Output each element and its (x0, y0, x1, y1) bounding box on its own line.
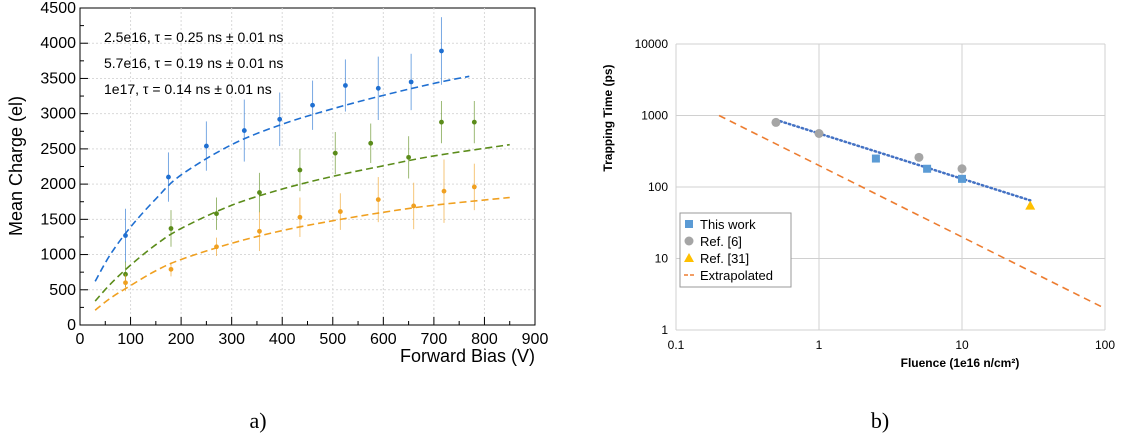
data-point-square (685, 220, 693, 228)
tick-label-y: 2000 (40, 176, 76, 193)
tick-label-x: 900 (522, 331, 549, 348)
data-point-circle (957, 164, 967, 174)
fit-curve (94, 75, 470, 282)
grid-a (80, 8, 535, 325)
data-point-triangle (1025, 200, 1036, 210)
x-axis-label-a: Forward Bias (V) (400, 346, 535, 366)
tick-label-y: 0 (67, 317, 76, 334)
tick-label-y: 1000 (641, 109, 668, 123)
fit-curve (94, 143, 510, 302)
data-point-circle (814, 129, 824, 139)
tick-label-y: 10000 (635, 37, 669, 51)
data-point (406, 154, 412, 160)
data-point (310, 102, 315, 108)
data-point (123, 233, 128, 238)
data-point-circle (914, 152, 924, 162)
fit-curve (94, 196, 510, 311)
data-points-a (123, 17, 477, 292)
tick-label-y: 1500 (40, 211, 76, 228)
data-point (166, 174, 171, 180)
tick-label-y: 4500 (40, 0, 76, 17)
data-point (168, 266, 174, 272)
data-point (439, 48, 444, 54)
data-point (241, 128, 247, 133)
legend-entry: Extrapolated (700, 268, 773, 283)
data-point (257, 190, 262, 195)
data-point (471, 184, 477, 190)
data-point (168, 226, 174, 231)
data-point-circle (684, 236, 694, 246)
tick-label-y: 10 (655, 252, 669, 266)
data-point (408, 79, 414, 85)
tick-label-y: 100 (648, 180, 668, 194)
tick-label-y: 3500 (40, 70, 76, 87)
data-point (277, 116, 283, 122)
y-axis-label-a: Mean Charge (el) (6, 96, 26, 236)
tick-label-x: 400 (269, 331, 296, 348)
tick-label-x: 100 (1095, 338, 1115, 352)
ticks-a: 0 100 200 300 400 500 600 700 800 900 0 500 1000 1500… (40, 0, 548, 348)
chart-a: 0 100 200 300 400 500 600 700 800 900 0 500 1000 1500… (6, 0, 548, 433)
tick-label-y: 500 (49, 282, 76, 299)
legend-entry: 5.7e16, τ = 0.19 ns ± 0.01 ns (104, 55, 283, 71)
tick-label-y: 1 (661, 323, 668, 337)
y-axis-label-b: Trapping Time (ps) (601, 64, 615, 171)
tick-label-x: 600 (370, 331, 397, 348)
data-point (332, 150, 338, 156)
tick-label-y: 2500 (40, 141, 76, 158)
data-point-square (871, 154, 880, 163)
tick-label-y: 3000 (40, 106, 76, 123)
trendline (774, 118, 1032, 202)
legend-entry: This work (700, 217, 756, 232)
data-point (257, 228, 262, 234)
data-point (214, 244, 219, 250)
data-point (375, 85, 381, 91)
tick-label-x: 800 (471, 331, 498, 348)
tick-label-x: 1 (816, 338, 823, 352)
tick-label-x: 10 (955, 338, 969, 352)
tick-label-x: 300 (218, 331, 245, 348)
tick-label-x: 0 (76, 331, 85, 348)
legend-a: 2.5e16, τ = 0.25 ns ± 0.01 ns 5.7e16, τ =… (104, 29, 283, 97)
data-point-circle (771, 117, 781, 127)
legend-entry: Ref. [6] (700, 234, 742, 249)
legend-b: This work Ref. [6] Ref. [31] Extrapolated (679, 212, 792, 288)
data-point (368, 140, 374, 146)
data-points-b (771, 117, 1036, 210)
legend-box (679, 212, 792, 288)
legend-entry: 1e17, τ = 0.14 ns ± 0.01 ns (104, 81, 272, 97)
data-point (297, 167, 303, 173)
data-point (214, 211, 219, 217)
panel-label-a: a) (249, 408, 266, 433)
x-axis-label-b: Fluence (1e16 n/cm²) (901, 356, 1020, 370)
data-point (411, 203, 417, 209)
data-point (439, 119, 444, 125)
tick-label-y: 4000 (40, 35, 76, 52)
data-point (343, 83, 348, 88)
fit-curves-a (94, 75, 510, 311)
data-point (297, 214, 303, 220)
tick-label-y: 1000 (40, 247, 76, 264)
data-point (375, 197, 381, 203)
legend-entry: Ref. [31] (700, 251, 749, 266)
data-point (441, 188, 447, 194)
tick-label-x: 700 (421, 331, 448, 348)
data-point (203, 143, 209, 149)
data-point-square (958, 174, 966, 183)
data-point-square (923, 164, 932, 173)
legend-entry: 2.5e16, τ = 0.25 ns ± 0.01 ns (104, 29, 283, 45)
tick-label-x: 200 (168, 331, 195, 348)
data-point (471, 119, 477, 125)
panel-label-b: b) (871, 408, 889, 433)
data-point (123, 280, 128, 286)
tick-label-x: 0.1 (668, 338, 685, 352)
data-point (337, 209, 343, 214)
tick-label-x: 100 (117, 331, 144, 348)
data-point-triangle (684, 253, 694, 262)
tick-label-x: 500 (319, 331, 346, 348)
